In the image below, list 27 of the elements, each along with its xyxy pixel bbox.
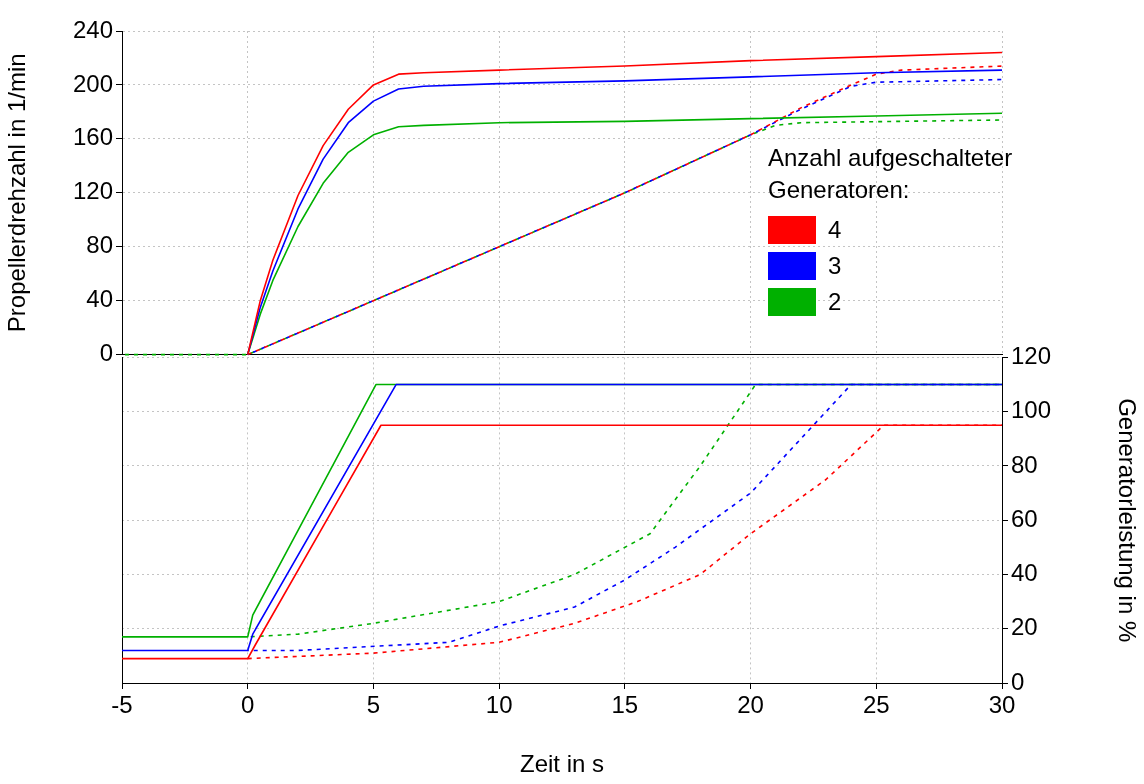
y2-tick-label: 80	[1011, 450, 1038, 478]
legend-label: 3	[828, 252, 842, 280]
x-tick-label: 20	[737, 691, 764, 719]
x-tick-label: 5	[366, 691, 381, 719]
y-tick-label: 120	[72, 177, 113, 205]
y-tick-label: 80	[86, 231, 113, 259]
x-tick-label: 0	[241, 691, 255, 719]
y-tick-label: 0	[99, 339, 113, 367]
y2-tick-label: 100	[1011, 396, 1052, 424]
y2-tick-label: 120	[1011, 342, 1052, 370]
y2-axis-title: Generatorleistung in %	[1113, 398, 1141, 643]
y-tick-label: 200	[72, 69, 113, 97]
legend-title: Anzahl aufgeschalteter Generatoren:	[768, 143, 1014, 205]
legend-label: 4	[828, 216, 842, 244]
y-tick-label: 240	[72, 15, 113, 43]
y-axis-title: Propellerdrehzahl in 1/min	[3, 53, 31, 333]
y2-tick-label: 20	[1011, 613, 1038, 641]
y-tick-label: 160	[72, 123, 113, 151]
x-tick-label: 25	[862, 691, 890, 719]
x-tick-label: -5	[111, 691, 133, 719]
y-tick-label: 40	[86, 285, 113, 313]
x-tick-label: 10	[485, 691, 513, 719]
x-axis-title: Zeit in s	[519, 750, 605, 778]
y2-tick-label: 60	[1011, 504, 1038, 532]
legend-label: 2	[828, 288, 842, 316]
y2-tick-label: 40	[1011, 559, 1038, 587]
x-tick-label: 15	[611, 691, 639, 719]
